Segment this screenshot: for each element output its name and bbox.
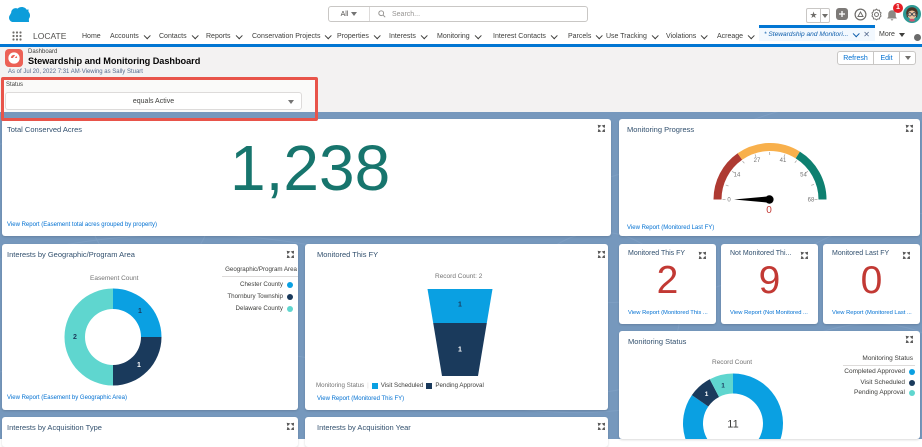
svg-text:11: 11 bbox=[727, 419, 738, 431]
svg-text:1: 1 bbox=[458, 347, 462, 354]
svg-text:1: 1 bbox=[138, 308, 142, 315]
svg-text:27: 27 bbox=[754, 158, 761, 164]
svg-text:1: 1 bbox=[137, 362, 141, 369]
svg-text:68: 68 bbox=[808, 198, 815, 204]
svg-text:14: 14 bbox=[734, 173, 741, 179]
svg-text:0: 0 bbox=[766, 205, 772, 216]
svg-text:1: 1 bbox=[458, 302, 462, 309]
svg-text:2: 2 bbox=[73, 334, 77, 341]
svg-text:54: 54 bbox=[800, 173, 807, 179]
svg-text:1: 1 bbox=[721, 383, 725, 390]
svg-text:41: 41 bbox=[780, 158, 787, 164]
svg-text:0: 0 bbox=[727, 198, 731, 204]
svg-text:1: 1 bbox=[705, 391, 709, 398]
